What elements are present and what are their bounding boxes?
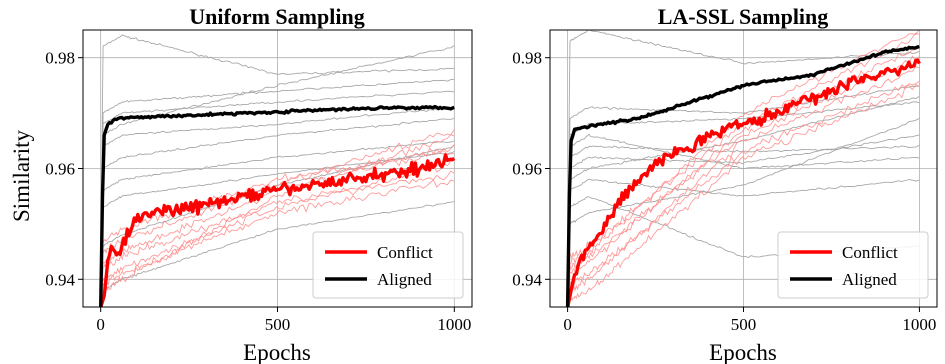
series-line-conflict [99, 153, 456, 307]
neutral-run-line [100, 45, 455, 307]
neutral-run-line [100, 140, 455, 307]
x-tick-label: 1000 [902, 315, 936, 334]
plot-area [99, 34, 456, 307]
conflict-run-line [101, 144, 455, 307]
y-tick-label: 0.98 [512, 49, 542, 68]
neutral-run-line [100, 106, 455, 307]
x-tick-label: 0 [96, 315, 105, 334]
legend-label-conflict: Conflict [842, 243, 898, 262]
conflict-run-line [568, 66, 920, 307]
y-tick-label: 0.96 [512, 160, 542, 179]
conflict-run-line [101, 170, 455, 307]
y-tick-label: 0.94 [512, 270, 542, 289]
conflict-run-line [101, 179, 455, 307]
panel-uniform-sampling: 0 500 1000 0.94 0.96 0.98 Conflict Aligned [45, 29, 473, 334]
neutral-run-line [100, 34, 455, 307]
series-line-conflict [565, 58, 921, 307]
neutral-run-line [567, 85, 920, 307]
series-line-aligned [565, 44, 920, 307]
legend-box [312, 231, 464, 299]
neutral-run-line [100, 90, 455, 307]
conflict-run-line [568, 84, 920, 307]
panel-title-uniform: Uniform Sampling [189, 4, 364, 29]
x-tick-label: 1000 [437, 315, 471, 334]
legend: Conflict Aligned [312, 231, 464, 299]
neutral-run-line [567, 95, 920, 307]
neutral-run-line [100, 151, 455, 307]
panel-la-ssl-sampling: 0 500 1000 0.94 0.96 0.98 Conflict Aligned [512, 29, 938, 334]
neutral-run-line [100, 118, 455, 307]
conflict-run-line [567, 30, 920, 307]
y-tick-label: 0.94 [45, 270, 75, 289]
x-axis-label-la-ssl: Epochs [709, 340, 777, 364]
plot-area [565, 30, 921, 307]
panel-title-la-ssl: LA-SSL Sampling [658, 4, 829, 29]
legend-box [777, 231, 929, 299]
conflict-run-line [568, 80, 920, 307]
y-tick-label: 0.98 [45, 49, 75, 68]
conflict-run-line [101, 160, 455, 307]
legend-label-conflict: Conflict [377, 243, 433, 262]
conflict-run-line [568, 55, 920, 307]
y-axis-label: Similarity [9, 130, 34, 223]
conflict-run-line [100, 150, 455, 307]
neutral-run-line [567, 134, 920, 307]
x-axis-label-uniform: Epochs [243, 340, 311, 364]
y-tick-label: 0.96 [45, 160, 75, 179]
neutral-run-line [100, 78, 455, 307]
legend-label-aligned: Aligned [842, 270, 897, 289]
x-tick-label: 500 [731, 315, 757, 334]
x-tick-label: 500 [265, 315, 291, 334]
series-line-aligned [99, 104, 455, 307]
legend-label-aligned: Aligned [377, 270, 432, 289]
neutral-run-line [567, 30, 920, 307]
x-tick-label: 0 [563, 315, 572, 334]
legend: Conflict Aligned [777, 231, 929, 299]
